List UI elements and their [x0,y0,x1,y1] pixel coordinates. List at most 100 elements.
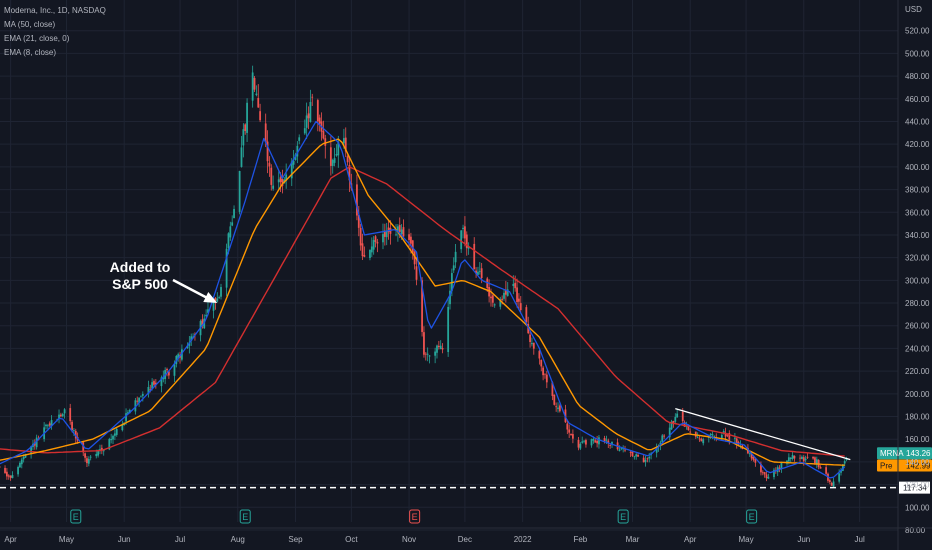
candle-up [668,427,671,438]
candle-down [555,406,558,408]
candle-up [815,459,818,465]
candle-down [356,184,358,216]
candle-up [335,154,338,156]
candle-up [780,462,783,469]
x-tick-label: 2022 [514,535,532,544]
candle-up [644,459,647,463]
candle-up [396,226,399,231]
candle-down [136,400,139,402]
candle-up [452,265,455,271]
candle-down [257,97,260,108]
candle-up [605,439,608,441]
earnings-icon-label: E [242,512,248,522]
candle-up [186,345,189,349]
candle-up [95,453,98,457]
candle-up [804,458,807,461]
indicator-ema8: EMA (8, close) [4,48,57,57]
candle-down [642,457,645,463]
candle-up [110,438,113,441]
y-tick-label: 460.00 [905,95,930,104]
candle-down [398,225,401,232]
candle-up [207,309,209,313]
annotation-line-1: Added to [109,259,171,275]
annotation-text: Added to S&P 500 [96,259,184,293]
candle-up [767,476,770,479]
candle-down [514,282,517,289]
y-tick-label: 400.00 [905,163,930,172]
y-tick-label: 220.00 [905,367,930,376]
candle-up [670,421,673,430]
y-tick-label: 80.00 [905,526,926,535]
candle-down [828,480,831,483]
earnings-icon-label: E [620,512,626,522]
candle-up [787,457,790,462]
candle-down [585,440,587,445]
candle-down [700,438,703,442]
candle-up [702,439,705,444]
candle-up [369,249,371,258]
moving-averages [0,120,846,479]
candle-down [281,179,284,186]
candle-down [441,348,444,350]
symbol-title: Moderna, Inc., 1D, NASDAQ [4,6,106,15]
x-tick-label: May [738,535,753,544]
candle-up [333,158,336,163]
candle-up [134,400,137,412]
candle-up [141,393,144,396]
candle-up [11,475,14,479]
candle-up [303,128,306,134]
candle-down [465,234,468,249]
candle-up [87,458,90,464]
candle-up [231,222,234,226]
candle-up [436,345,438,353]
earnings-icon [70,509,82,524]
candle-up [462,227,464,229]
candle-down [825,467,828,474]
candle-down [519,303,522,311]
annotation-arrow-shaft [172,278,210,301]
candle-down [5,471,8,477]
candle-up [426,353,429,355]
candle-up [296,145,299,157]
candle-down [806,456,809,458]
candle-down [663,435,666,437]
candle-up [45,424,47,427]
y-tick-label: 440.00 [905,117,930,126]
y-tick-label: 160.00 [905,435,930,444]
candle-up [112,435,114,440]
legend: Moderna, Inc., 1D, NASDAQ MA (50, close)… [4,4,106,60]
candle-up [674,416,677,422]
x-tick-label: Nov [402,535,416,544]
candle-down [279,177,282,183]
y-tick-label: 500.00 [905,49,930,58]
candle-up [467,246,470,249]
candle-up [592,438,595,441]
candle-up [331,159,334,166]
candle-down [558,405,561,412]
x-tick-label: Jul [175,535,185,544]
candle-up [748,453,751,455]
candle-up [395,234,397,236]
candle-down [501,298,504,300]
candle-down [464,226,466,239]
candle-down [689,431,692,433]
x-tick-label: Jun [118,535,131,544]
candle-down [359,227,362,246]
candle-down [7,475,10,477]
y-tick-label: 480.00 [905,72,930,81]
candle-down [490,296,492,299]
candle-down [532,342,535,349]
candle-down [389,228,392,234]
candle-down [544,373,546,375]
candle-down [609,445,612,446]
candle-down [646,458,649,460]
candle-up [428,355,431,357]
candle-up [20,459,23,465]
candle-down [69,408,72,422]
x-tick-label: Apr [684,535,697,544]
candle-up [620,448,623,450]
candle-down [778,467,781,469]
candle-up [218,297,221,298]
